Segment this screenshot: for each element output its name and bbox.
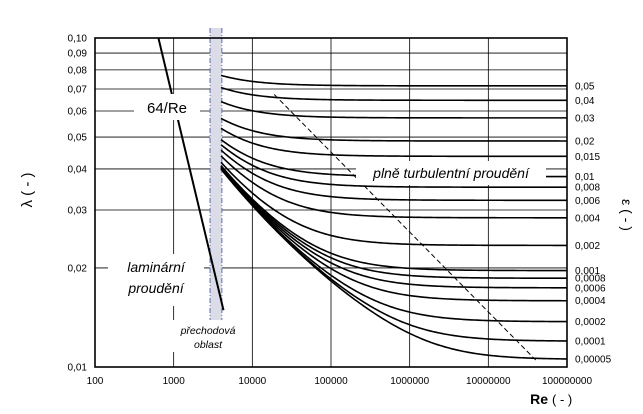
roughness-curve	[220, 86, 567, 102]
epsilon-value-label: 0,001	[575, 266, 600, 277]
y-tick-label: 0,06	[68, 107, 88, 118]
epsilon-value-label: 0,02	[575, 137, 595, 148]
x-tick-label: 10000000	[466, 376, 511, 387]
roughness-curve	[220, 149, 567, 202]
y-tick-label: 0,03	[68, 206, 88, 217]
epsilon-value-label: 0,00005	[575, 355, 612, 366]
epsilon-value-label: 0,015	[575, 152, 600, 163]
roughness-curve	[220, 165, 568, 272]
x-tick-label: 100000	[314, 376, 348, 387]
x-axis-label-main: Re	[530, 391, 548, 407]
x-axis-label-unit: ( - )	[552, 392, 572, 407]
roughness-curve	[220, 74, 567, 87]
turbulent-label: plně turbulentní proudění	[372, 165, 531, 181]
labels: λ ( - ) ε ( - ) Re ( - ) 64/Re laminární…	[19, 94, 635, 407]
epsilon-value-label: 0,01	[575, 172, 595, 183]
epsilon-value-label: 0,0006	[575, 283, 606, 294]
roughness-curve	[220, 144, 567, 188]
epsilon-value-label: 0,04	[575, 96, 595, 107]
roughness-curve	[220, 117, 567, 142]
roughness-curve	[220, 168, 568, 360]
plot-frame	[94, 37, 568, 368]
epsilon-value-label: 0,002	[575, 241, 600, 252]
transition-zone-band	[210, 28, 222, 320]
epsilon-value-label: 0,004	[575, 213, 600, 224]
axes: 100 1000 10000 100000 1000000 10000000 1000000…	[68, 34, 593, 388]
epsilon-value-label: 0,03	[575, 113, 595, 124]
roughness-curve	[220, 127, 567, 158]
epsilon-axis-label: ε ( - )	[619, 199, 635, 231]
y-axis-label: λ ( - )	[19, 173, 36, 208]
x-tick-label: 1000	[163, 376, 186, 387]
roughness-curve	[220, 100, 567, 119]
formula-label-bg	[134, 94, 200, 120]
y-tick-label: 0,02	[68, 264, 88, 275]
roughness-curve	[220, 166, 567, 289]
transition-label-bg	[168, 320, 248, 352]
x-tick-label: 1000000	[390, 376, 429, 387]
epsilon-value-label: 0,0002	[575, 317, 606, 328]
epsilon-value-label: 0,006	[575, 196, 600, 207]
roughness-curve	[220, 161, 567, 247]
roughness-curve	[220, 167, 568, 302]
transition-label-line2: oblast	[194, 339, 223, 351]
roughness-curve	[220, 155, 567, 219]
x-tick-label: 10000	[238, 376, 266, 387]
turbulent-label-bg	[356, 161, 546, 185]
x-tick-label: 100	[87, 376, 104, 387]
laminar-line	[157, 37, 225, 311]
laminar-formula-label: 64/Re	[147, 100, 187, 117]
y-tick-label: 0,07	[68, 85, 88, 96]
epsilon-value-label: 0,008	[575, 183, 600, 194]
laminar-label-bg	[108, 254, 204, 306]
epsilon-value-label: 0,0008	[575, 274, 606, 285]
y-tick-label: 0,04	[68, 164, 88, 175]
y-tick-label: 0,01	[68, 363, 88, 374]
transition-zone	[209, 28, 223, 320]
fully-rough-boundary	[273, 94, 537, 361]
x-tick-label: 100000000	[542, 376, 592, 387]
epsilon-value-label: 0,0004	[575, 296, 606, 307]
y-tick-label: 0,05	[68, 133, 88, 144]
roughness-curve	[220, 165, 567, 280]
series-lines: 0,05 0,04 0,03 0,02 0,015 0,010,008 0,006 0,004…	[157, 37, 612, 366]
laminar-label-line1: laminární	[127, 259, 187, 275]
y-tick-label: 0,08	[68, 65, 88, 76]
transition-label-line1: přechodová	[180, 325, 236, 337]
laminar-label-line2: proudění	[127, 280, 185, 296]
y-tick-label: 0,10	[68, 34, 88, 45]
epsilon-value-label: 0,0001	[575, 337, 606, 348]
epsilon-value-label: 0,05	[575, 81, 595, 92]
roughness-curve	[220, 168, 567, 323]
y-tick-label: 0,09	[68, 49, 88, 60]
